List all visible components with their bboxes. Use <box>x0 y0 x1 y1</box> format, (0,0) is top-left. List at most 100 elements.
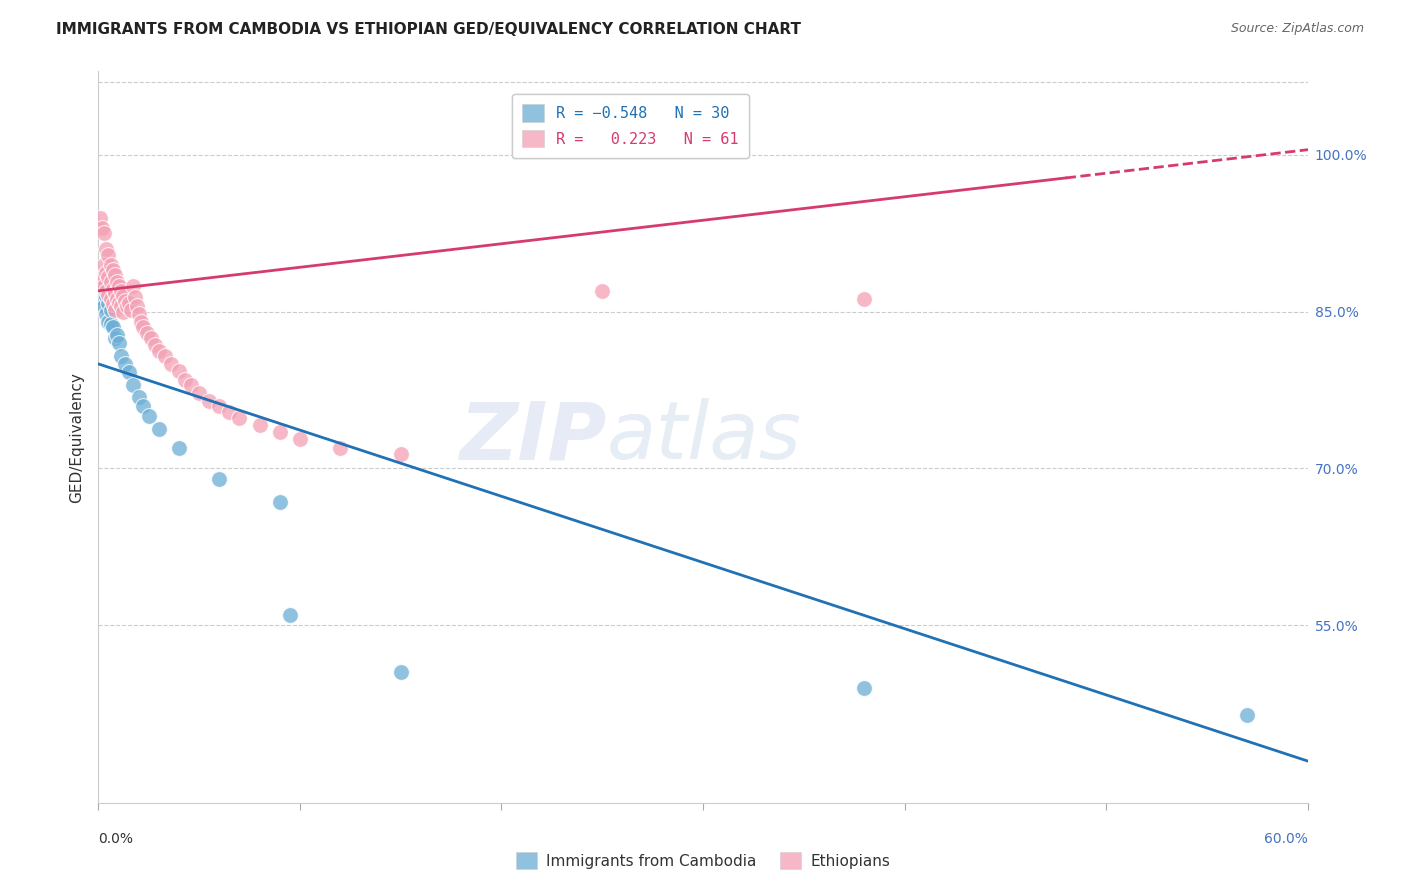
Point <box>118 365 141 379</box>
Point <box>100 302 122 317</box>
Point <box>160 357 183 371</box>
Point <box>101 282 124 296</box>
Point <box>97 315 120 329</box>
Point <box>111 289 134 303</box>
Point <box>93 258 115 272</box>
Point <box>114 294 136 309</box>
Point <box>208 472 231 486</box>
Point <box>138 409 160 424</box>
Point <box>208 399 231 413</box>
Point <box>1236 708 1258 723</box>
Point <box>93 300 115 314</box>
Point <box>91 292 114 306</box>
Point <box>125 300 148 314</box>
Point <box>167 441 190 455</box>
Point <box>97 270 120 285</box>
Point <box>111 304 134 318</box>
Point <box>107 336 129 351</box>
Point <box>96 284 118 298</box>
Point <box>269 425 291 439</box>
Point <box>107 278 129 293</box>
Point <box>105 292 128 306</box>
Point <box>853 681 876 695</box>
Point <box>148 344 170 359</box>
Point <box>114 357 136 371</box>
Point <box>89 284 111 298</box>
Point <box>198 393 221 408</box>
Point <box>389 665 412 680</box>
Point <box>100 317 122 331</box>
Point <box>121 278 143 293</box>
Legend: R = −0.548   N = 30, R =   0.223   N = 61: R = −0.548 N = 30, R = 0.223 N = 61 <box>512 94 749 158</box>
Y-axis label: GED/Equivalency: GED/Equivalency <box>69 372 84 502</box>
Point <box>103 268 125 282</box>
Point <box>96 266 118 280</box>
Point <box>101 297 124 311</box>
Point <box>591 284 613 298</box>
Point <box>97 248 120 262</box>
Point <box>101 320 124 334</box>
Point <box>103 331 125 345</box>
Point <box>288 432 311 446</box>
Point <box>103 285 125 300</box>
Point <box>110 284 132 298</box>
Point <box>100 258 122 272</box>
Point <box>135 326 157 340</box>
Point <box>124 290 146 304</box>
Point <box>389 447 412 461</box>
Point <box>329 441 352 455</box>
Point <box>89 277 111 291</box>
Point <box>96 289 118 303</box>
Point <box>91 271 114 285</box>
Point <box>121 377 143 392</box>
Text: atlas: atlas <box>606 398 801 476</box>
Point <box>105 276 128 290</box>
Point <box>97 296 120 310</box>
Point <box>101 263 124 277</box>
Point <box>269 495 291 509</box>
Point <box>93 227 115 241</box>
Point <box>96 307 118 321</box>
Point <box>278 607 301 622</box>
Point <box>107 296 129 310</box>
Point <box>115 300 138 314</box>
Point <box>118 296 141 310</box>
Point <box>93 280 115 294</box>
Point <box>128 390 150 404</box>
Text: 60.0%: 60.0% <box>1264 832 1308 846</box>
Point <box>228 411 250 425</box>
Point <box>91 221 114 235</box>
Point <box>91 277 114 292</box>
Point <box>153 349 176 363</box>
Point <box>129 315 152 329</box>
Point <box>139 331 162 345</box>
Point <box>188 386 211 401</box>
Point <box>143 338 166 352</box>
Text: 0.0%: 0.0% <box>98 832 134 846</box>
Point <box>110 349 132 363</box>
Point <box>97 288 120 302</box>
Point <box>100 276 122 290</box>
Legend: Immigrants from Cambodia, Ethiopians: Immigrants from Cambodia, Ethiopians <box>510 846 896 875</box>
Text: ZIP: ZIP <box>458 398 606 476</box>
Point <box>853 292 876 306</box>
Point <box>132 320 155 334</box>
Point <box>249 417 271 432</box>
Point <box>174 373 197 387</box>
Point <box>218 405 240 419</box>
Point <box>105 327 128 342</box>
Point <box>132 399 155 413</box>
Point <box>128 307 150 321</box>
Point <box>89 211 111 225</box>
Point <box>93 278 115 293</box>
Point <box>96 242 118 256</box>
Point <box>120 302 142 317</box>
Point <box>103 302 125 317</box>
Point <box>148 422 170 436</box>
Point <box>180 377 202 392</box>
Text: Source: ZipAtlas.com: Source: ZipAtlas.com <box>1230 22 1364 36</box>
Point <box>167 364 190 378</box>
Text: IMMIGRANTS FROM CAMBODIA VS ETHIOPIAN GED/EQUIVALENCY CORRELATION CHART: IMMIGRANTS FROM CAMBODIA VS ETHIOPIAN GE… <box>56 22 801 37</box>
Point <box>110 300 132 314</box>
Point <box>100 292 122 306</box>
